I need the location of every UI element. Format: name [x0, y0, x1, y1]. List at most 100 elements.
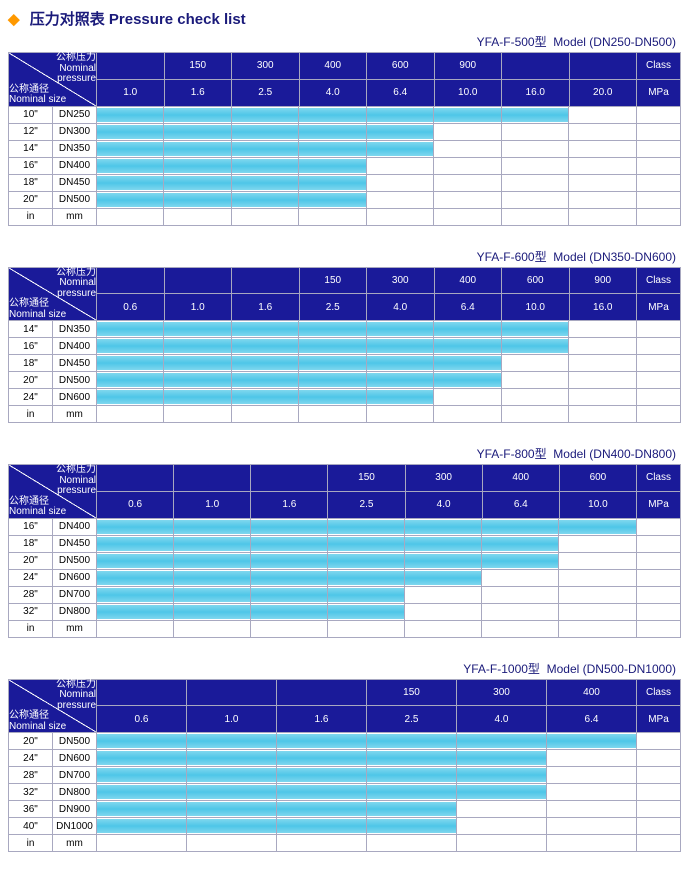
unit-in: in	[9, 208, 53, 225]
table-row: 16"DN400	[9, 157, 681, 174]
model-text: Model (DN400-DN800)	[553, 447, 676, 461]
class-header-cell	[97, 267, 165, 294]
row-in: 20"	[9, 552, 53, 569]
mpa-header-cell: 4.0	[405, 491, 482, 518]
row-mm: DN350	[53, 140, 97, 157]
pressure-bar	[97, 373, 501, 387]
class-label: Class	[637, 679, 681, 706]
model-label: YFA-F-1000型 Model (DN500-DN1000)	[8, 660, 676, 677]
mpa-header-cell: 0.6	[97, 294, 165, 321]
row-in: 16"	[9, 338, 53, 355]
class-header-cell	[187, 679, 277, 706]
pressure-bar	[97, 142, 434, 156]
row-mm: DN700	[53, 767, 97, 784]
header-diagonal: 公称压力Nominalpressure公称通径Nominal size	[9, 465, 97, 519]
class-header-cell: 600	[367, 53, 435, 80]
bar-cell	[97, 603, 681, 620]
table-row: 16"DN400	[9, 338, 681, 355]
row-in: 28"	[9, 767, 53, 784]
pressure-bar	[97, 125, 434, 139]
model-label: YFA-F-600型 Model (DN350-DN600)	[8, 248, 676, 265]
mpa-header-cell: 6.4	[434, 294, 502, 321]
mpa-header-cell: 10.0	[559, 491, 636, 518]
class-header-cell	[232, 267, 300, 294]
pressure-bar	[97, 159, 367, 173]
row-in: 14"	[9, 140, 53, 157]
bar-cell	[97, 750, 681, 767]
pressure-bar	[97, 588, 405, 602]
table-row: 18"DN450	[9, 355, 681, 372]
mpa-header-cell: 10.0	[434, 79, 502, 106]
class-header-cell	[97, 465, 174, 492]
row-in: 32"	[9, 603, 53, 620]
table-row: 20"DN500	[9, 733, 681, 750]
table-row: 12"DN300	[9, 123, 681, 140]
pressure-chart: YFA-F-600型 Model (DN350-DN600) 公称压力Nomina…	[8, 248, 680, 424]
mpa-header-cell: 1.6	[251, 491, 328, 518]
mpa-header-cell: 6.4	[547, 706, 637, 733]
class-header-cell: 150	[299, 267, 367, 294]
bar-cell	[97, 338, 681, 355]
model-prefix: YFA-F-600型	[477, 250, 547, 264]
table-row: 28"DN700	[9, 586, 681, 603]
table-row: 20"DN500	[9, 191, 681, 208]
row-mm: DN300	[53, 123, 97, 140]
class-header-cell: 900	[569, 267, 637, 294]
table-row: 24"DN600	[9, 569, 681, 586]
pressure-bar	[97, 322, 569, 336]
bar-cell	[97, 174, 681, 191]
pressure-bar	[97, 108, 569, 122]
unit-blank	[97, 620, 681, 637]
unit-in: in	[9, 835, 53, 852]
row-mm: DN600	[53, 750, 97, 767]
title-en: Pressure check list	[109, 11, 246, 28]
mpa-header-cell: 0.6	[97, 491, 174, 518]
row-mm: DN800	[53, 603, 97, 620]
mpa-header-cell: 1.0	[174, 491, 251, 518]
model-label: YFA-F-800型 Model (DN400-DN800)	[8, 445, 676, 462]
mpa-header-cell: 2.5	[232, 79, 300, 106]
mpa-label: MPa	[637, 706, 681, 733]
bar-cell	[97, 784, 681, 801]
unit-blank	[97, 208, 681, 225]
class-header-cell	[502, 53, 570, 80]
mpa-header-cell: 1.0	[187, 706, 277, 733]
row-in: 18"	[9, 535, 53, 552]
bar-cell	[97, 569, 681, 586]
model-prefix: YFA-F-800型	[477, 447, 547, 461]
class-header-cell: 300	[232, 53, 300, 80]
bar-cell	[97, 767, 681, 784]
class-header-cell: 400	[547, 679, 637, 706]
row-in: 20"	[9, 733, 53, 750]
header-diagonal: 公称压力Nominalpressure公称通径Nominal size	[9, 679, 97, 733]
class-header-cell: 400	[434, 267, 502, 294]
row-mm: DN1000	[53, 818, 97, 835]
table-row: 24"DN600	[9, 750, 681, 767]
header-size: 公称通径Nominal size	[9, 711, 96, 732]
bar-cell	[97, 123, 681, 140]
pressure-table: 公称压力Nominalpressure公称通径Nominal size15030…	[8, 52, 681, 226]
bar-cell	[97, 389, 681, 406]
unit-mm: mm	[53, 208, 97, 225]
unit-mm: mm	[53, 620, 97, 637]
header-pressure: 公称压力Nominalpressure	[9, 268, 96, 300]
row-mm: DN450	[53, 355, 97, 372]
model-text: Model (DN250-DN500)	[553, 35, 676, 49]
row-in: 24"	[9, 750, 53, 767]
mpa-header-cell: 2.5	[299, 294, 367, 321]
row-in: 20"	[9, 191, 53, 208]
row-mm: DN400	[53, 157, 97, 174]
table-row: 20"DN500	[9, 552, 681, 569]
unit-row: inmm	[9, 406, 681, 423]
class-header-cell	[174, 465, 251, 492]
class-header-cell	[97, 53, 165, 80]
row-mm: DN800	[53, 784, 97, 801]
mpa-header-cell: 4.0	[457, 706, 547, 733]
class-label: Class	[636, 465, 680, 492]
class-header-cell: 150	[328, 465, 405, 492]
pressure-bar	[97, 819, 456, 833]
class-header-cell	[569, 53, 637, 80]
mpa-header-cell: 4.0	[299, 79, 367, 106]
bar-cell	[97, 106, 681, 123]
header-pressure: 公称压力Nominalpressure	[9, 680, 96, 712]
